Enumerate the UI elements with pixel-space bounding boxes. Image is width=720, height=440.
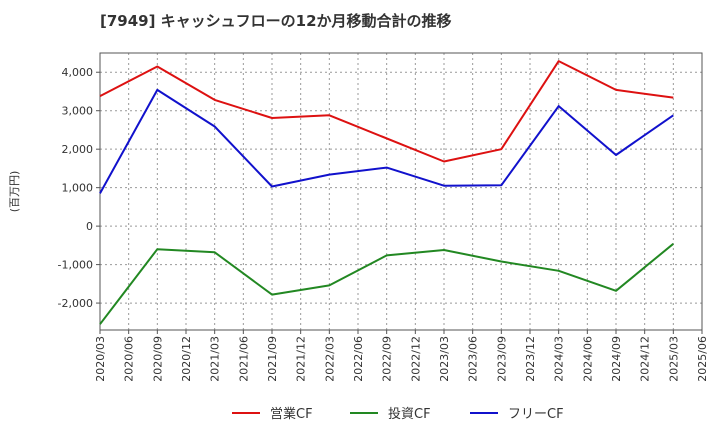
x-tick-label: 2020/03 xyxy=(94,336,107,382)
x-tick-label: 2021/06 xyxy=(237,336,250,382)
series-line-1 xyxy=(99,60,674,163)
y-tick-label: -1,000 xyxy=(58,259,93,272)
legend: 営業CF 投資CF フリーCF xyxy=(232,406,564,422)
x-tick-label: 2020/09 xyxy=(151,336,164,382)
y-axis-label-group: (百万円) xyxy=(8,171,21,213)
y-axis-ticks: -2,000 -1,000 0 1,000 2,000 3,000 4,000 xyxy=(58,66,100,310)
x-tick-label: 2023/12 xyxy=(524,336,537,382)
y-axis-label: (百万円) xyxy=(8,171,21,213)
x-tick-label: 2021/09 xyxy=(266,336,279,382)
x-tick-label: 2024/12 xyxy=(639,336,652,382)
x-tick-label: 2025/03 xyxy=(667,336,680,382)
x-tick-label: 2022/06 xyxy=(352,336,365,382)
series-line-3 xyxy=(99,88,674,194)
x-axis-ticks: 2020/03 2020/06 2020/09 2020/12 2021/03 2021/… xyxy=(94,330,709,382)
x-tick-label: 2024/03 xyxy=(553,336,566,382)
legend-label-2: 投資CF xyxy=(388,406,431,422)
legend-label-3: フリーCF xyxy=(508,407,564,422)
x-tick-label: 2023/06 xyxy=(467,336,480,382)
y-tick-label: 1,000 xyxy=(62,182,94,195)
series-layer xyxy=(99,60,674,325)
x-tick-label: 2023/09 xyxy=(495,336,508,382)
legend-label-1: 営業CF xyxy=(270,406,313,422)
grid-layer xyxy=(100,53,702,330)
x-tick-label: 2022/12 xyxy=(409,336,422,382)
y-tick-label: 3,000 xyxy=(62,105,94,118)
x-tick-label: 2023/03 xyxy=(438,336,451,382)
x-tick-label: 2024/09 xyxy=(610,336,623,382)
x-tick-label: 2020/06 xyxy=(123,336,136,382)
x-tick-label: 2021/03 xyxy=(209,336,222,382)
y-tick-label: 0 xyxy=(86,220,93,233)
x-tick-label: 2020/12 xyxy=(180,336,193,382)
x-tick-label: 2022/03 xyxy=(323,336,336,382)
y-tick-label: 2,000 xyxy=(62,143,94,156)
x-tick-label: 2021/12 xyxy=(295,336,308,382)
series-line-2 xyxy=(99,243,674,325)
y-tick-label: 4,000 xyxy=(62,66,94,79)
y-tick-label: -2,000 xyxy=(58,297,93,310)
x-tick-label: 2024/06 xyxy=(581,336,594,382)
x-tick-label: 2022/09 xyxy=(381,336,394,382)
chart-title: [7949] キャッシュフローの12か月移動合計の推移 xyxy=(100,12,452,30)
x-tick-label: 2025/06 xyxy=(696,336,709,382)
